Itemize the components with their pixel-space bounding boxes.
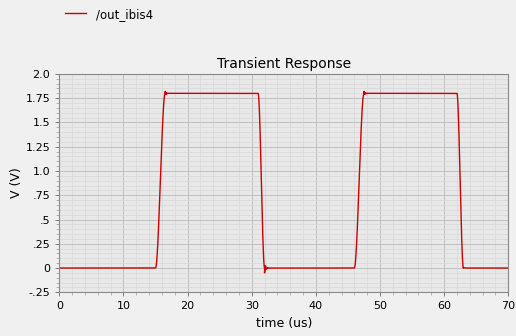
/out_ibis4 (152, 266, 158, 270)
X-axis label: time (us): time (us) (255, 317, 312, 330)
/out_ibis4 (262, 271, 268, 275)
/out_ibis4 (83, 266, 89, 270)
/out_ibis4 (492, 266, 498, 270)
Line: /out_ibis4: /out_ibis4 (59, 91, 508, 273)
/out_ibis4 (388, 91, 394, 95)
Legend: /out_ibis4: /out_ibis4 (65, 8, 153, 21)
/out_ibis4 (258, 163, 264, 167)
Y-axis label: V (V): V (V) (10, 168, 23, 199)
/out_ibis4 (505, 266, 511, 270)
Title: Transient Response: Transient Response (217, 57, 351, 71)
/out_ibis4 (109, 266, 115, 270)
/out_ibis4 (162, 89, 168, 93)
/out_ibis4 (56, 266, 62, 270)
